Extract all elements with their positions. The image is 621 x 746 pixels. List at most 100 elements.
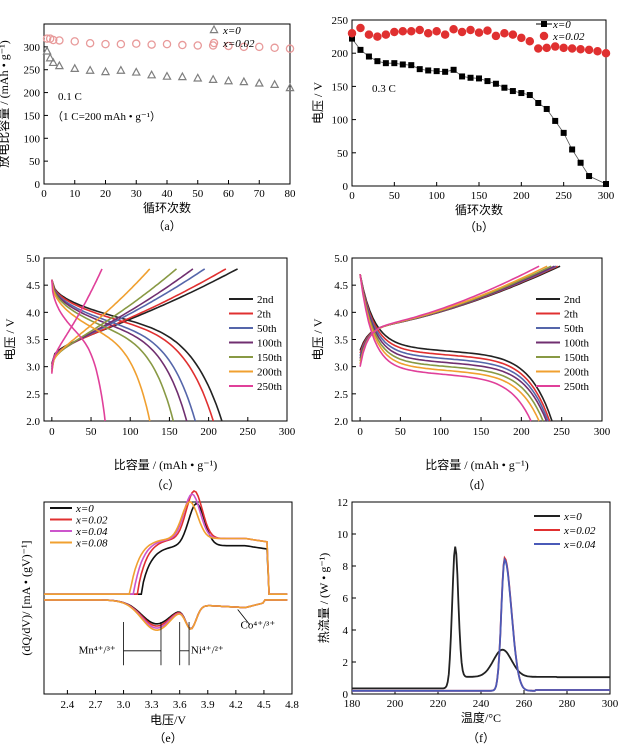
legend-label: x=0 xyxy=(563,511,582,523)
series-line xyxy=(351,38,607,185)
data-point xyxy=(193,73,203,82)
series-200th xyxy=(359,265,548,422)
panel-caption: （a） xyxy=(152,219,181,233)
y-tick-label: 200 xyxy=(24,88,41,100)
legend-label: 2nd xyxy=(564,294,581,306)
legend-label: x=0.02 xyxy=(552,31,585,43)
series-x=0 xyxy=(352,546,610,690)
charge-dqdv-curve xyxy=(44,500,288,596)
data-point xyxy=(440,30,450,39)
data-point xyxy=(593,46,602,56)
x-tick-label: 300 xyxy=(279,426,296,438)
series-x=0.04 xyxy=(352,557,610,692)
legend-label: 2nd xyxy=(257,294,274,306)
legend-label: 150th xyxy=(257,352,283,364)
data-point xyxy=(416,66,423,73)
legend-marker xyxy=(541,21,547,27)
y-tick-label: 100 xyxy=(24,133,41,145)
data-point xyxy=(501,84,508,91)
series-150th xyxy=(359,265,552,422)
x-tick-label: 80 xyxy=(285,188,297,200)
data-point xyxy=(459,73,466,80)
series-2th xyxy=(359,265,558,422)
x-tick-label: 2.7 xyxy=(89,699,103,711)
plot-frame xyxy=(351,19,607,187)
legend-label: 200th xyxy=(257,367,283,379)
data-point xyxy=(449,25,458,34)
data-point xyxy=(285,44,295,53)
y-tick-label: 3.5 xyxy=(26,335,40,347)
x-tick-label: 280 xyxy=(559,698,576,710)
y-tick-label: 4.5 xyxy=(334,280,348,292)
discharge-curve xyxy=(51,279,175,422)
x-tick-label: 0 xyxy=(49,426,55,438)
data-point xyxy=(399,61,406,68)
charge-curve xyxy=(51,268,178,371)
x-tick-label: 150 xyxy=(161,426,178,438)
discharge-curve xyxy=(359,274,532,422)
discharge-curve xyxy=(51,279,106,422)
discharge-curve xyxy=(359,274,540,422)
panel-e: 2.4 2.7 3.0 3.3 3.6 3.9 4.2 4.5 4.8 电压/V (dQ/dV)/ … xyxy=(19,490,299,745)
data-point xyxy=(131,67,141,76)
legend-label: 150th xyxy=(564,352,590,364)
panel-b: 0 50 100 150 200 250 300 0 50 100 150 200 250 循环次数 电压 … xyxy=(311,15,615,234)
legend-marker xyxy=(539,31,549,41)
x-tick-label: 150 xyxy=(473,426,490,438)
series-150th xyxy=(51,268,178,422)
data-point xyxy=(45,53,55,62)
y-tick-label: 12 xyxy=(337,497,348,509)
x-tick-label: 3.3 xyxy=(145,699,159,711)
charge-curve xyxy=(51,268,151,373)
data-point xyxy=(373,32,382,41)
legend-label: 100th xyxy=(257,338,283,350)
data-point xyxy=(177,71,187,81)
x-tick-label: 180 xyxy=(344,698,361,710)
y-tick-label: 5.0 xyxy=(26,253,40,265)
data-point xyxy=(48,35,58,45)
y-tick-label: 8 xyxy=(343,561,349,573)
data-point xyxy=(432,27,441,36)
data-point xyxy=(567,44,577,53)
data-point xyxy=(500,29,509,38)
y-tick-label: 2.0 xyxy=(334,416,348,428)
data-point xyxy=(407,27,416,36)
data-point xyxy=(543,105,550,112)
data-point xyxy=(509,88,516,95)
x-tick-label: 250 xyxy=(240,426,257,438)
x-tick-label: 100 xyxy=(428,190,445,202)
y-axis-label: 放电比容量 / (mAh • g⁻¹) xyxy=(0,40,11,167)
x-tick-label: 260 xyxy=(516,698,533,710)
x-tick-label: 200 xyxy=(200,426,217,438)
data-point xyxy=(116,39,126,49)
data-point xyxy=(208,74,218,83)
x-tick-label: 3.0 xyxy=(117,699,131,711)
data-point xyxy=(577,159,584,166)
data-point xyxy=(364,30,374,39)
data-point xyxy=(576,44,585,54)
series-x=0.02 xyxy=(42,34,295,53)
annotation-rate: 0.3 C xyxy=(372,83,396,95)
y-tick-label: 0 xyxy=(35,179,41,191)
y-tick-label: 200 xyxy=(332,48,349,60)
data-point xyxy=(415,25,424,35)
y-tick-label: 2.5 xyxy=(334,389,348,401)
y-tick-label: 2.5 xyxy=(26,389,40,401)
x-tick-label: 300 xyxy=(594,426,611,438)
y-tick-label: 0 xyxy=(343,181,349,193)
y-tick-label: 3.5 xyxy=(334,335,348,347)
charge-curve xyxy=(51,268,238,365)
data-point xyxy=(408,62,415,69)
discharge-curve xyxy=(359,274,548,422)
data-point xyxy=(560,129,567,136)
plot-frame xyxy=(43,501,293,695)
x-tick-label: 240 xyxy=(473,698,490,710)
series-x=0 xyxy=(42,46,295,92)
data-point xyxy=(224,41,233,51)
y-tick-label: 3.0 xyxy=(334,362,348,374)
x-tick-label: 60 xyxy=(223,188,235,200)
y-tick-label: 150 xyxy=(24,110,41,122)
data-point xyxy=(223,75,234,85)
data-point xyxy=(254,78,264,87)
heat-flow-curve xyxy=(352,557,610,692)
